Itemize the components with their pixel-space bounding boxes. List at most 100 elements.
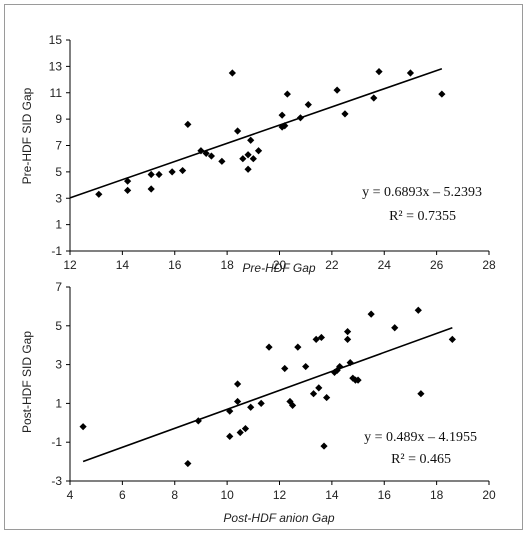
y-tick-label: 3 xyxy=(55,191,62,205)
x-tick-label: 26 xyxy=(430,258,444,272)
y-tick-label: 3 xyxy=(55,358,62,372)
x-tick-label: 18 xyxy=(430,488,444,502)
y-axis-label: Post-HDF SID Gap xyxy=(20,331,34,433)
data-point xyxy=(315,384,323,392)
x-tick-label: 12 xyxy=(273,488,287,502)
data-point xyxy=(333,366,341,375)
data-point xyxy=(234,380,242,388)
data-point xyxy=(228,69,236,77)
data-point xyxy=(254,147,263,155)
trendline-equation: y = 0.489x – 4.1955 xyxy=(364,430,477,445)
data-point xyxy=(391,324,399,332)
series-points-pre-hdf xyxy=(95,68,446,198)
trendline xyxy=(82,326,453,463)
data-point xyxy=(448,335,456,343)
y-tick-label: 1 xyxy=(55,218,62,232)
x-tick-label: 14 xyxy=(116,258,130,272)
data-point xyxy=(343,335,352,343)
data-point xyxy=(226,432,234,440)
data-point xyxy=(281,364,289,373)
y-tick-label: 13 xyxy=(49,59,63,73)
data-point xyxy=(278,123,286,131)
data-point xyxy=(202,149,210,158)
y-tick-label: 15 xyxy=(49,33,63,47)
x-axis-label: Pre-HDF Gap xyxy=(242,261,315,275)
y-tick-label: 5 xyxy=(55,319,62,333)
trendline-post-hdf xyxy=(82,326,453,463)
data-point xyxy=(343,328,352,336)
x-tick-label: 8 xyxy=(171,488,178,502)
y-tick-label: 5 xyxy=(55,165,62,179)
figure-frame xyxy=(4,4,523,530)
data-point xyxy=(346,359,354,367)
data-point xyxy=(249,155,257,163)
y-tick-label: -1 xyxy=(51,244,62,258)
x-tick-label: 18 xyxy=(220,258,234,272)
data-point xyxy=(247,403,255,411)
data-point xyxy=(236,428,244,437)
axes-post-hdf: -3 -1 1 3 5 7 4 6 8 10 12 14 16 18 20 xyxy=(51,280,496,502)
x-tick-label: 16 xyxy=(378,488,392,502)
data-point xyxy=(438,90,446,98)
x-tick-label: 28 xyxy=(482,258,496,272)
x-axis-label: Post-HDF anion Gap xyxy=(223,511,334,525)
data-point xyxy=(330,368,339,376)
data-point xyxy=(375,68,383,76)
data-point xyxy=(194,417,202,425)
x-tick-label: 10 xyxy=(220,488,234,502)
data-point xyxy=(309,390,318,398)
data-point xyxy=(168,168,176,176)
y-tick-label: 7 xyxy=(55,280,62,294)
data-point xyxy=(278,111,286,119)
x-tick-label: 24 xyxy=(378,258,392,272)
y-tick-label: 1 xyxy=(55,396,62,410)
y-tick-label: 9 xyxy=(55,112,62,126)
data-point xyxy=(184,459,192,468)
data-point xyxy=(147,185,155,193)
data-point xyxy=(95,190,103,198)
data-point xyxy=(147,170,155,179)
data-point xyxy=(79,423,87,431)
data-point xyxy=(370,94,378,102)
data-point xyxy=(288,401,297,409)
data-point xyxy=(286,397,294,406)
y-tick-label: 7 xyxy=(55,139,62,153)
x-tick-label: 6 xyxy=(119,488,126,502)
data-point xyxy=(124,186,132,194)
y-tick-label: 11 xyxy=(50,86,63,100)
data-point xyxy=(244,165,252,173)
data-point xyxy=(367,310,375,318)
x-tick-label: 12 xyxy=(63,258,77,272)
data-point xyxy=(406,69,415,77)
data-point xyxy=(124,177,132,185)
trendline-equation: y = 0.6893x – 5.2393 xyxy=(362,185,482,200)
data-point xyxy=(320,442,328,450)
data-point xyxy=(333,86,341,94)
x-tick-label: 22 xyxy=(325,258,339,272)
data-point xyxy=(179,166,187,175)
data-point xyxy=(247,136,255,144)
data-point xyxy=(241,425,250,433)
data-point xyxy=(155,170,163,179)
data-point xyxy=(281,122,289,130)
x-tick-label: 16 xyxy=(168,258,182,272)
x-tick-label: 4 xyxy=(67,488,74,502)
data-point xyxy=(234,397,242,406)
data-point xyxy=(417,390,425,398)
x-tick-label: 14 xyxy=(325,488,339,502)
data-point xyxy=(354,376,362,384)
y-axis-label: Pre-HDF SID Gap xyxy=(20,87,34,184)
data-point xyxy=(294,343,302,351)
r-squared-label: R² = 0.7355 xyxy=(389,209,456,224)
data-point xyxy=(207,152,216,160)
data-point xyxy=(239,155,247,163)
data-point xyxy=(302,362,310,371)
data-point xyxy=(304,101,312,109)
data-point xyxy=(244,151,252,159)
data-point xyxy=(414,306,422,314)
data-point xyxy=(336,362,344,371)
data-point xyxy=(234,127,242,135)
